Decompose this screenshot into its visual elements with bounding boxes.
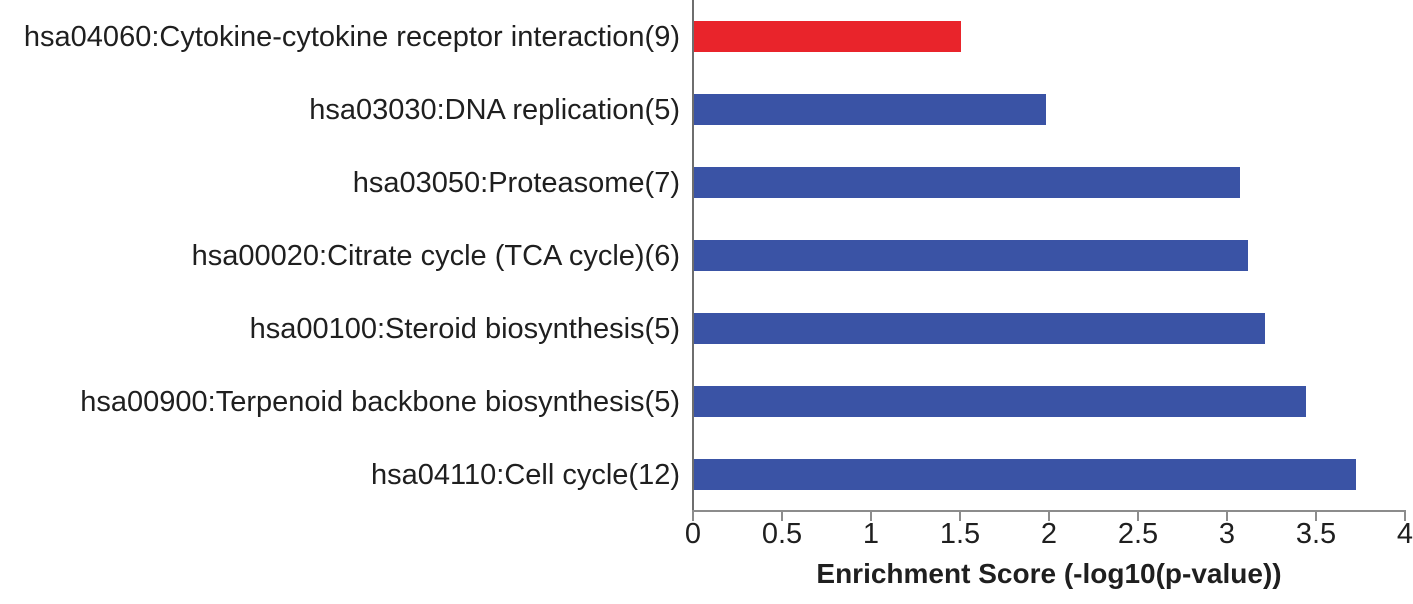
x-axis-tick-label: 1 — [862, 518, 880, 550]
category-label: hsa00900:Terpenoid backbone biosynthesis… — [80, 385, 680, 418]
x-axis-tick-mark — [1137, 511, 1139, 521]
x-axis-tick-label: 4 — [1396, 518, 1413, 550]
bar — [694, 240, 1248, 271]
x-axis-tick-label: 0.5 — [761, 518, 803, 550]
x-axis-title: Enrichment Score (-log10(p-value)) — [816, 558, 1282, 589]
category-label: hsa00020:Citrate cycle (TCA cycle)(6) — [191, 239, 680, 272]
bar — [694, 386, 1306, 417]
x-axis-tick-label: 3.5 — [1295, 518, 1337, 550]
x-axis-tick-mark — [1404, 511, 1406, 521]
category-label: hsa03030:DNA replication(5) — [309, 93, 680, 126]
category-label: hsa03050:Proteasome(7) — [352, 166, 680, 199]
x-axis-tick-mark — [959, 511, 961, 521]
y-axis-line — [692, 0, 694, 513]
x-axis-tick-mark — [1048, 511, 1050, 521]
bar — [694, 94, 1046, 125]
bar — [694, 167, 1240, 198]
category-label: hsa04110:Cell cycle(12) — [371, 458, 680, 491]
x-axis-tick-label: 0 — [684, 518, 702, 550]
x-axis-tick-label: 1.5 — [939, 518, 981, 550]
bar — [694, 459, 1356, 490]
x-axis-tick-mark — [1315, 511, 1317, 521]
x-axis-tick-mark — [781, 511, 783, 521]
x-axis-tick-label: 3 — [1218, 518, 1236, 550]
x-axis-tick-mark — [692, 511, 694, 521]
x-axis-tick-label: 2 — [1040, 518, 1058, 550]
x-axis-tick-mark — [870, 511, 872, 521]
category-label: hsa04060:Cytokine-cytokine receptor inte… — [23, 20, 680, 53]
category-label: hsa00100:Steroid biosynthesis(5) — [249, 312, 680, 345]
bar — [694, 21, 961, 52]
bar — [694, 313, 1265, 344]
x-axis-tick-label: 2.5 — [1117, 518, 1159, 550]
x-axis-tick-mark — [1226, 511, 1228, 521]
